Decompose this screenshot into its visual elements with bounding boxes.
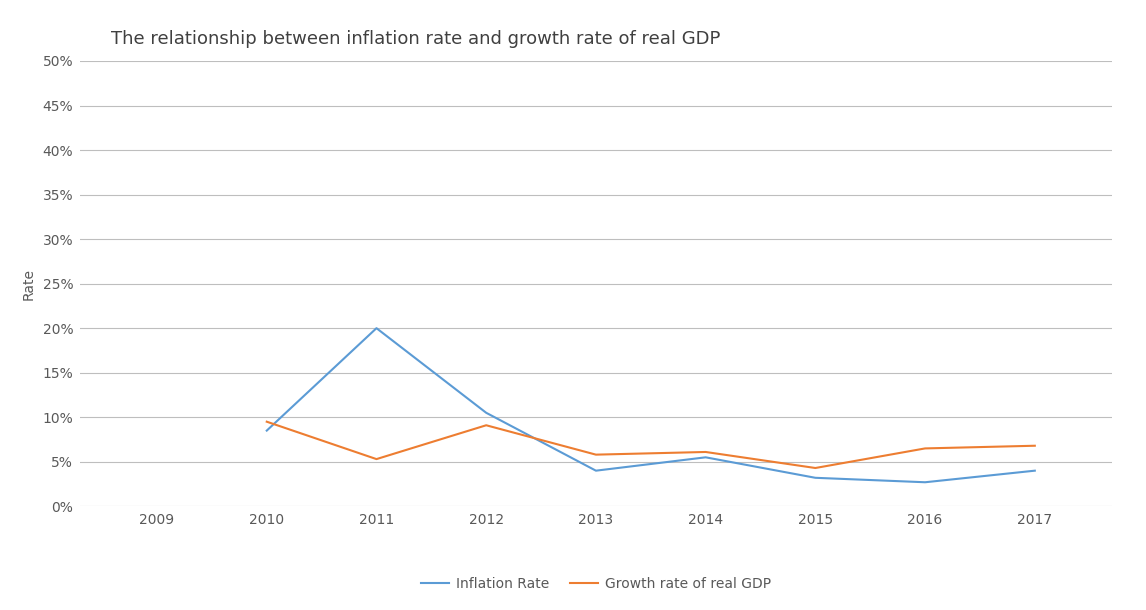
Growth rate of real GDP [479, 422, 493, 429]
Line: Growth rate of real GDP: Growth rate of real GDP [267, 422, 1035, 468]
Growth rate of real GDP [918, 445, 932, 452]
Growth rate of real GDP [370, 456, 384, 463]
Inflation Rate [918, 479, 932, 486]
Inflation Rate [260, 427, 274, 434]
Inflation Rate [589, 467, 603, 475]
Growth rate of real GDP [699, 448, 713, 456]
Y-axis label: Rate: Rate [22, 268, 36, 300]
Inflation Rate [370, 325, 384, 332]
Inflation Rate [699, 454, 713, 461]
Text: The relationship between inflation rate and growth rate of real GDP: The relationship between inflation rate … [111, 30, 721, 48]
Growth rate of real GDP [1028, 442, 1042, 450]
Inflation Rate [808, 474, 822, 481]
Legend: Inflation Rate, Growth rate of real GDP: Inflation Rate, Growth rate of real GDP [416, 571, 776, 596]
Line: Inflation Rate: Inflation Rate [267, 328, 1035, 483]
Growth rate of real GDP [589, 451, 603, 458]
Inflation Rate [479, 409, 493, 417]
Inflation Rate [1028, 467, 1042, 475]
Growth rate of real GDP [260, 418, 274, 425]
Growth rate of real GDP [808, 464, 822, 472]
